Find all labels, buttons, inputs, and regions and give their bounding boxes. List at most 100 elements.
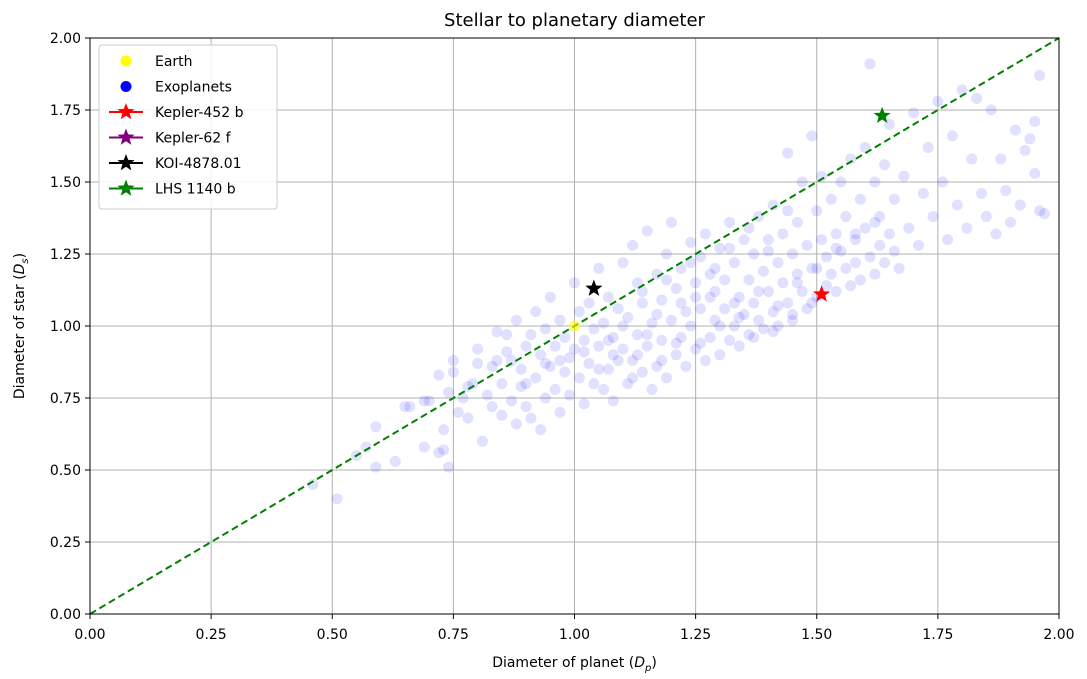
exoplanet-point [772,320,784,332]
exoplanet-point [690,343,702,355]
exoplanet-point [1009,124,1021,136]
exoplanet-point [874,211,886,223]
exoplanet-point [564,352,576,364]
exoplanet-point [593,340,605,352]
exoplanet-point [622,311,634,323]
exoplanet-point [607,395,619,407]
exoplanet-point [476,435,488,447]
legend-label: Exoplanets [155,80,232,96]
exoplanet-point [743,222,755,234]
legend-marker [117,128,135,145]
exoplanet-point [612,303,624,315]
exoplanet-point [762,234,774,246]
x-axis-label: Diameter of planet (Dp) [492,655,657,674]
exoplanet-point [854,274,866,286]
y-tick-label: 1.75 [50,103,81,119]
exoplanet-point [888,193,900,205]
exoplanet-point [656,334,668,346]
exoplanet-point [743,274,755,286]
x-tick-label: 0.25 [196,627,227,643]
y-tick-label: 1.50 [50,175,81,191]
exoplanet-point [510,314,522,326]
exoplanet-point [1024,133,1036,145]
exoplanet-point [399,401,411,413]
exoplanet-point [825,193,837,205]
exoplanet-point [932,95,944,107]
exoplanet-point [859,222,871,234]
exoplanet-point [757,265,769,277]
exoplanet-point [903,222,915,234]
exoplanet-point [724,242,736,254]
exoplanet-point [491,355,503,367]
y-tick-label: 0.50 [50,463,81,479]
exoplanet-point [443,461,455,473]
exoplanet-point [961,222,973,234]
exoplanet-point [1014,199,1026,211]
exoplanet-point [820,280,832,292]
exoplanet-point [738,308,750,320]
exoplanet-point [975,188,987,200]
legend-box [98,44,278,210]
y-tick-label: 0.75 [50,391,81,407]
exoplanet-point [685,320,697,332]
y-tick-label: 0.25 [50,535,81,551]
exoplanet-point [879,159,891,171]
exoplanet-point [370,421,382,433]
exoplanet-point [850,234,862,246]
ticks: 0.00 0.25 0.50 0.75 1.00 1.25 1.50 1.75 2.00 0.00… [50,31,1075,643]
exoplanet-point [893,262,905,274]
exoplanet-point [510,418,522,430]
exoplanet-point [743,329,755,341]
exoplanet-point [762,245,774,257]
exoplanet-point [719,303,731,315]
exoplanet-point [486,360,498,372]
exoplanet-point [767,326,779,338]
exoplanet-point [801,303,813,315]
exoplanet-point [854,193,866,205]
exoplanet-point [859,141,871,153]
exoplanet-point [496,378,508,390]
exoplanet-point [559,332,571,344]
exoplanet-point [438,424,450,436]
exoplanet-point [598,317,610,329]
exoplanet-point [825,268,837,280]
exoplanet-point [685,257,697,269]
exoplanet-point [1038,208,1050,220]
exoplanet-point [564,389,576,401]
exoplanet-point [816,170,828,182]
exoplanet-point [665,314,677,326]
exoplanet-point [704,268,716,280]
exoplanet-point [447,366,459,378]
exoplanet-point [631,329,643,341]
exoplanet-point [617,343,629,355]
legend-marker [117,179,135,196]
exoplanet-point [539,392,551,404]
exoplanet-point [937,176,949,188]
exoplanet-point [830,285,842,297]
exoplanet-point [433,447,445,459]
exoplanet-point [845,153,857,165]
exoplanet-point [879,257,891,269]
exoplanet-point [985,104,997,116]
exoplanet-point [501,346,513,358]
exoplanet-point [569,343,580,355]
exoplanet-point [593,363,605,375]
exoplanet-point [438,444,450,456]
exoplanet-point [685,236,697,248]
exoplanet-point [791,277,803,289]
x-tick-label: 2.00 [1043,627,1074,643]
exoplanet-point [627,355,639,367]
exoplanet-point [641,225,653,237]
legend-marker [117,103,135,120]
exoplanet-point [704,332,716,344]
exoplanet-point [782,147,794,159]
exoplanet-point [525,412,537,424]
exoplanet-point [811,262,823,274]
exoplanet-point [762,285,774,297]
exoplanet-point [1005,216,1017,228]
exoplanet-point [714,242,726,254]
exoplanet-point [748,248,760,260]
exoplanet-point [864,58,876,70]
y-tick-label: 1.25 [50,247,81,263]
